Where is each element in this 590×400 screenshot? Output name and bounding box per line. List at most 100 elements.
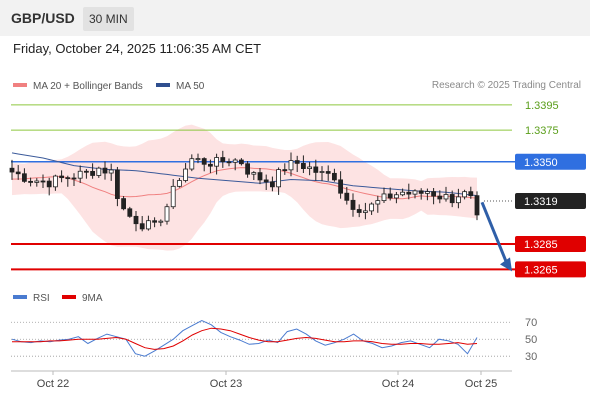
candle-body <box>462 191 468 198</box>
candle-body <box>139 223 145 230</box>
rsi-tick-label-50: 50 <box>525 334 537 346</box>
ma50-swatch <box>156 83 170 88</box>
candle-body <box>84 170 89 173</box>
legend-rsi: RSI <box>13 293 50 305</box>
candle-body <box>102 167 108 174</box>
candle-body <box>437 195 443 200</box>
candle-body <box>59 175 64 179</box>
legend-ma50-label: MA 50 <box>176 81 205 92</box>
x-tick-label: Oct 23 <box>210 378 242 390</box>
candle-body <box>15 171 21 175</box>
candle-body <box>77 170 83 179</box>
candle-body <box>176 180 182 187</box>
candle-body <box>90 170 95 176</box>
candle-body <box>319 171 325 173</box>
candle-body <box>418 190 424 194</box>
x-tick-label: Oct 24 <box>382 378 414 390</box>
rsi-series-9ma <box>12 327 478 350</box>
candle-body <box>170 185 176 208</box>
candle-body <box>238 159 244 165</box>
candle-body <box>21 173 27 182</box>
candle-body <box>307 166 313 169</box>
candle-body <box>108 169 114 174</box>
level-label-4: 1.3285 <box>524 239 558 251</box>
forecast-arrow-head <box>500 257 512 272</box>
candle-body <box>325 171 331 174</box>
candle-body <box>344 192 350 201</box>
candle-body <box>412 190 418 195</box>
candle-body <box>96 167 102 176</box>
candle-body <box>400 191 406 196</box>
datetime-stamp: Friday, October 24, 2025 11:06:35 AM CET <box>13 41 262 56</box>
candle-body <box>226 161 232 164</box>
candle-body <box>232 159 238 163</box>
level-tag-2 <box>515 153 586 170</box>
ma-bollinger-swatch <box>13 83 27 88</box>
candle-body <box>189 158 195 170</box>
candle-body <box>282 169 288 171</box>
rsi-tick-label-30: 30 <box>525 351 537 363</box>
legend-9ma-label: 9MA <box>82 293 103 304</box>
candle-body <box>269 181 275 188</box>
forecast-arrow-shaft <box>480 201 508 262</box>
candle-body <box>121 198 126 210</box>
candle-body <box>251 172 257 175</box>
level-label-5: 1.3265 <box>524 264 558 276</box>
legend-ma-bollinger: MA 20 + Bollinger Bands <box>13 81 143 93</box>
candle-body <box>53 175 58 188</box>
level-tag-5 <box>515 261 586 278</box>
ma50-line <box>11 152 478 197</box>
candle-body <box>424 191 430 194</box>
candle-body <box>220 157 226 163</box>
candle-body <box>245 163 251 175</box>
candle-body <box>381 193 387 202</box>
candle-body <box>294 160 300 164</box>
level-tag-4 <box>515 236 586 253</box>
candle-body <box>164 206 170 222</box>
level-label-0: 1.3395 <box>525 100 559 112</box>
candle-body <box>28 180 34 183</box>
candle-body <box>40 180 46 183</box>
candle-body <box>449 194 455 204</box>
candle-body <box>387 193 393 199</box>
candle-body <box>214 157 220 167</box>
candle-body <box>127 208 133 217</box>
candle-body <box>443 194 449 200</box>
ma9-swatch <box>62 295 76 300</box>
candle-body <box>375 200 381 205</box>
candle-body <box>350 199 356 210</box>
candle-body <box>201 158 207 165</box>
candle-body <box>145 220 151 230</box>
candle-body <box>257 172 263 181</box>
candle-body <box>431 191 437 197</box>
candle-body <box>369 203 375 212</box>
bollinger-band <box>12 124 477 251</box>
candle-body <box>34 180 40 183</box>
timeframe-badge[interactable]: 30 MIN <box>83 7 134 31</box>
candle-body <box>406 191 412 195</box>
candle-body <box>183 168 189 181</box>
candle-body <box>474 195 480 216</box>
candle-body <box>331 172 337 181</box>
candle-body <box>288 160 294 171</box>
chart-header: GBP/USD 30 MIN <box>0 0 590 36</box>
candle-body <box>71 177 77 180</box>
candle-body <box>362 210 368 213</box>
candle-body <box>313 166 319 173</box>
candle-body <box>263 179 269 183</box>
ma20-line <box>11 167 478 200</box>
candle-body <box>9 167 15 173</box>
candle-body <box>133 215 139 225</box>
credit-text: Research © 2025 Trading Central <box>431 80 581 91</box>
instrument-title: GBP/USD <box>11 10 75 26</box>
x-tick-label: Oct 22 <box>37 378 69 390</box>
rsi-swatch <box>13 295 27 300</box>
legend-ma50: MA 50 <box>156 81 204 93</box>
level-label-3: 1.3319 <box>524 196 558 208</box>
candle-body <box>207 163 213 167</box>
candle-body <box>65 177 71 180</box>
candle-body <box>158 220 164 223</box>
candle-body <box>338 179 344 194</box>
rsi-tick-label-70: 70 <box>525 317 537 329</box>
legend-9ma: 9MA <box>62 293 103 305</box>
